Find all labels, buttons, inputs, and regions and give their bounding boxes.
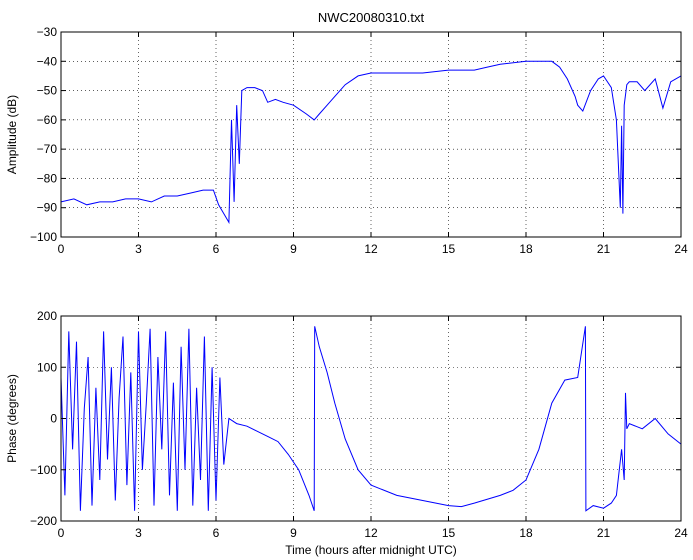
amplitude-y-tick-label: −70 bbox=[37, 142, 58, 156]
phase-x-axis-label: Time (hours after midnight UTC) bbox=[285, 543, 457, 557]
amplitude-x-tick-label: 24 bbox=[674, 242, 688, 256]
amplitude-x-tick-label: 3 bbox=[135, 242, 142, 256]
phase-y-axis-label: Phase (degrees) bbox=[5, 374, 19, 463]
amplitude-y-axis-label: Amplitude (dB) bbox=[5, 95, 19, 174]
amplitude-ticks: 0 3 6 9 12 15 18 21 24 −100 −90 −80 −70 −60 −50 −40 −30 bbox=[30, 25, 688, 256]
amplitude-x-tick-label: 0 bbox=[58, 242, 65, 256]
phase-x-tick-label: 21 bbox=[597, 526, 611, 540]
phase-x-tick-label: 18 bbox=[519, 526, 533, 540]
amplitude-chart: 0 3 6 9 12 15 18 21 24−100−90−80−70−60−50−40−30 … bbox=[5, 10, 688, 256]
phase-y-tick-label: −200 bbox=[30, 514, 57, 528]
amplitude-x-tick-label: 9 bbox=[290, 242, 297, 256]
amplitude-y-tick-label: −100 bbox=[30, 230, 57, 244]
phase-y-tick-label: 0 bbox=[50, 412, 57, 426]
phase-y-tick-label: −100 bbox=[30, 463, 57, 477]
amplitude-y-tick-label: −30 bbox=[37, 25, 58, 39]
phase-x-tick-label: 0 bbox=[58, 526, 65, 540]
amplitude-grid bbox=[61, 32, 681, 237]
phase-ticks: 0 3 6 9 12 15 18 21 24 −200 −100 0 100 200 bbox=[30, 309, 688, 540]
phase-x-tick-label: 15 bbox=[442, 526, 456, 540]
phase-series-line bbox=[60, 326, 682, 512]
amplitude-x-tick-label: 21 bbox=[597, 242, 611, 256]
phase-chart: 0 3 6 9 12 15 18 21 24 −200 −100 0 100 200 Phase (deg… bbox=[5, 309, 688, 557]
amplitude-series-line bbox=[60, 60, 682, 225]
amplitude-y-tick-label: −40 bbox=[37, 54, 58, 68]
phase-x-tick-label: 12 bbox=[364, 526, 378, 540]
amplitude-x-tick-label: 18 bbox=[519, 242, 533, 256]
phase-x-tick-label: 6 bbox=[213, 526, 220, 540]
phase-grid bbox=[61, 316, 681, 521]
amplitude-y-tick-label: −60 bbox=[37, 113, 58, 127]
amplitude-x-tick-label: 15 bbox=[442, 242, 456, 256]
amplitude-x-tick-label: 6 bbox=[213, 242, 220, 256]
amplitude-x-tick-label: 12 bbox=[364, 242, 378, 256]
amplitude-y-tick-label: −80 bbox=[37, 171, 58, 185]
phase-x-tick-label: 24 bbox=[674, 526, 688, 540]
amplitude-y-tick-label: −50 bbox=[37, 84, 58, 98]
phase-x-tick-label: 3 bbox=[135, 526, 142, 540]
phase-x-tick-label: 9 bbox=[290, 526, 297, 540]
amplitude-chart-title: NWC20080310.txt bbox=[318, 10, 425, 25]
phase-y-tick-label: 100 bbox=[37, 360, 57, 374]
phase-y-tick-label: 200 bbox=[37, 309, 57, 323]
amplitude-y-tick-label: −90 bbox=[37, 201, 58, 215]
